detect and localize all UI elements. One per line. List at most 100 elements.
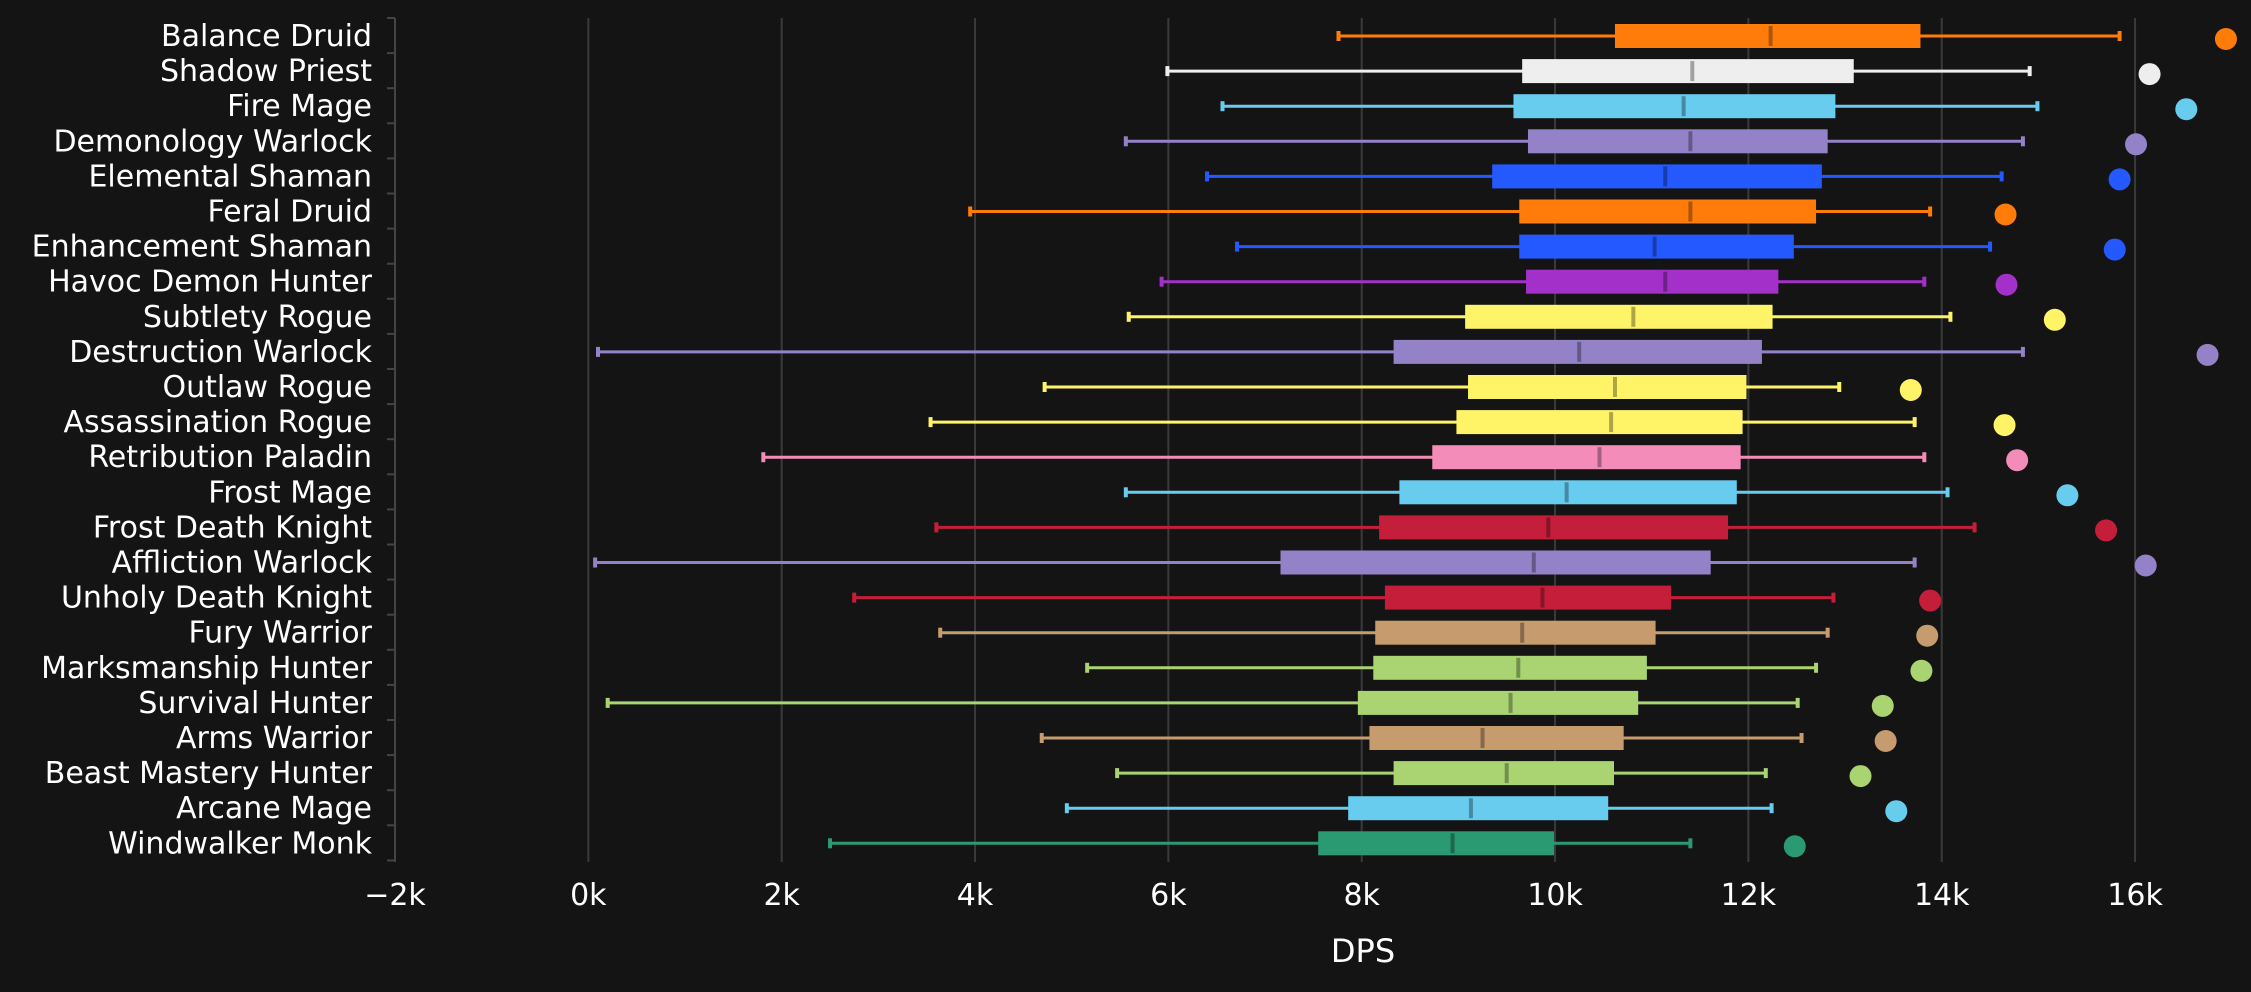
outlier-point <box>1899 379 1922 401</box>
x-tick-label: 2k <box>763 878 800 913</box>
y-tick-label: Arms Warrior <box>176 721 373 756</box>
outlier-point <box>1849 765 1872 788</box>
y-tick-label: Enhancement Shaman <box>32 230 372 265</box>
outlier-point <box>1994 203 2017 226</box>
box-arcane-mage <box>1064 796 1908 823</box>
iqr-box <box>1519 234 1794 259</box>
iqr-box <box>1375 620 1656 645</box>
box-elemental-shaman <box>1205 164 2131 191</box>
box-beast-mastery-hunter <box>1115 761 1872 788</box>
box-windwalker-monk <box>828 831 1806 858</box>
box-survival-hunter <box>605 690 1894 717</box>
outlier-point <box>2134 554 2157 577</box>
outlier-point <box>2006 449 2029 472</box>
box-outlaw-rogue <box>1042 375 1922 401</box>
box-feral-druid <box>968 199 2017 226</box>
outlier-point <box>2214 28 2237 50</box>
y-tick-label: Survival Hunter <box>138 686 372 721</box>
x-tick-label: 14k <box>1914 878 1970 913</box>
box-frost-mage <box>1123 480 2079 507</box>
iqr-box <box>1526 269 1779 294</box>
box-fury-warrior <box>938 620 1939 647</box>
y-tick-label: Balance Druid <box>161 19 372 54</box>
outlier-point <box>2138 63 2161 86</box>
x-tick-label: 8k <box>1343 878 1380 913</box>
box-demonology-warlock <box>1123 129 2148 156</box>
iqr-box <box>1465 304 1773 329</box>
outlier-point <box>2196 343 2219 366</box>
outlier-point <box>2108 168 2131 191</box>
iqr-box <box>1379 515 1729 540</box>
y-tick-label: Beast Mastery Hunter <box>45 756 373 791</box>
outlier-point <box>1995 273 2018 296</box>
box-frost-death-knight <box>934 515 2118 542</box>
box-affliction-warlock <box>593 550 2157 577</box>
y-tick-label: Demonology Warlock <box>53 124 372 159</box>
iqr-box <box>1399 480 1737 505</box>
iqr-box <box>1357 690 1639 715</box>
iqr-box <box>1432 445 1741 470</box>
iqr-box <box>1373 655 1647 680</box>
iqr-box <box>1492 164 1822 189</box>
iqr-box <box>1393 761 1615 786</box>
outlier-point <box>1916 624 1939 647</box>
x-axis-ticks: −2k 0k 2k 4k 6k 8k 10k 12k 14k 16k <box>364 878 2163 913</box>
outlier-point <box>1910 659 1933 682</box>
y-tick-label: Assassination Rogue <box>63 405 372 440</box>
outlier-point <box>2103 238 2126 261</box>
iqr-box <box>1522 59 1854 84</box>
box-destruction-warlock <box>596 339 2219 366</box>
y-tick-label: Subtlety Rogue <box>143 300 372 335</box>
outlier-point <box>1871 694 1894 717</box>
iqr-box <box>1468 375 1747 399</box>
y-tick-label: Frost Death Knight <box>93 510 372 545</box>
box-enhancement-shaman <box>1234 234 2126 261</box>
y-tick-label: Windwalker Monk <box>108 826 373 861</box>
outlier-point <box>1885 800 1908 823</box>
iqr-box <box>1384 585 1672 610</box>
outlier-point <box>1874 730 1897 752</box>
box-fire-mage <box>1220 94 2198 121</box>
y-tick-label: Arcane Mage <box>176 791 372 826</box>
iqr-box <box>1614 24 1921 48</box>
y-tick-label: Unholy Death Knight <box>61 581 372 616</box>
x-tick-label: 4k <box>957 878 994 913</box>
y-tick-label: Retribution Paladin <box>88 440 372 475</box>
iqr-box <box>1369 726 1624 750</box>
y-tick-label: Feral Druid <box>208 195 373 230</box>
outlier-point <box>1783 835 1806 858</box>
box-shadow-priest <box>1165 59 2161 86</box>
grid-lines <box>587 18 2137 862</box>
box-arms-warrior <box>1039 726 1897 752</box>
outlier-point <box>2056 484 2079 507</box>
y-tick-label: Fury Warrior <box>188 616 372 651</box>
y-tick-label: Frost Mage <box>208 475 372 510</box>
iqr-box <box>1527 129 1828 154</box>
box-unholy-death-knight <box>852 585 1942 612</box>
outlier-point <box>2095 519 2118 542</box>
box-havoc-demon-hunter <box>1159 269 2018 296</box>
iqr-box <box>1280 550 1711 575</box>
y-tick-label: Marksmanship Hunter <box>41 651 373 686</box>
iqr-box <box>1513 94 1836 119</box>
box-marksmanship-hunter <box>1085 655 1933 682</box>
y-tick-label: Affliction Warlock <box>112 546 373 581</box>
box-balance-druid <box>1336 24 2237 50</box>
iqr-box <box>1318 831 1555 856</box>
x-tick-label: −2k <box>364 878 426 913</box>
outlier-point <box>1993 414 2016 437</box>
y-tick-label: Fire Mage <box>227 89 372 124</box>
iqr-box <box>1456 410 1743 435</box>
iqr-box <box>1393 339 1762 364</box>
box-retribution-paladin <box>761 445 2029 472</box>
outlier-point <box>2175 98 2198 121</box>
x-tick-label: 6k <box>1150 878 1187 913</box>
y-tick-label: Havoc Demon Hunter <box>48 265 373 300</box>
x-tick-label: 16k <box>2107 878 2163 913</box>
outlier-point <box>2125 133 2148 156</box>
y-tick-label: Shadow Priest <box>160 54 372 89</box>
iqr-box <box>1348 796 1609 821</box>
boxes <box>593 24 2237 858</box>
